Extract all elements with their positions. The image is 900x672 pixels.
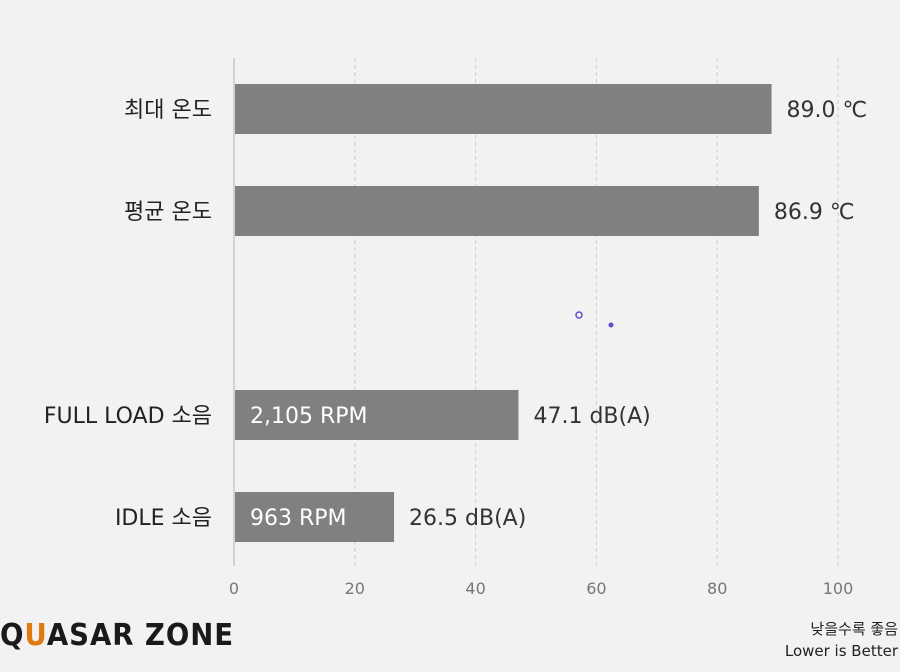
value-label-2: 86.9 ℃: [774, 200, 855, 225]
note-english: Lower is Better: [784, 642, 898, 660]
bar-4: [235, 492, 395, 542]
x-tick-label-40: 40: [465, 579, 485, 598]
x-tick-label-0: 0: [229, 579, 239, 598]
note-korean: 낮을수록 좋음: [810, 620, 898, 638]
x-tick-label-80: 80: [707, 579, 727, 598]
bar-2: [235, 186, 759, 236]
bar-1: [235, 84, 772, 134]
decor-dot-hollow: [575, 311, 583, 319]
category-label-4: IDLE 소음: [115, 506, 212, 531]
value-label-1: 89.0 ℃: [787, 98, 868, 123]
lower-is-better-note: 낮을수록 좋음 Lower is Better: [785, 618, 898, 662]
quasar-zone-logo: QUASAR ZONE: [0, 618, 234, 653]
decor-dot-filled: [608, 322, 614, 328]
value-label-4: 26.5 dB(A): [409, 506, 526, 531]
x-tick-label-60: 60: [586, 579, 606, 598]
rpm-label-4: 963 RPM: [250, 506, 347, 531]
x-tick-label-20: 20: [345, 579, 365, 598]
logo-accent-letter: U: [24, 618, 47, 653]
rpm-label-3: 2,105 RPM: [250, 404, 368, 429]
bar-3: [235, 390, 519, 440]
logo-text: QUASAR ZONE: [0, 618, 235, 653]
category-label-3: FULL LOAD 소음: [44, 404, 212, 429]
category-label-1: 최대 온도: [124, 98, 212, 123]
value-label-3: 47.1 dB(A): [533, 404, 650, 429]
bar-chart: 0 20 40 60 80 100 최대 온도 89.0 ℃ 평균 온도 86.9 ℃ FULL L…: [44, 58, 868, 598]
x-tick-label-100: 100: [823, 579, 854, 598]
category-label-2: 평균 온도: [124, 200, 212, 225]
